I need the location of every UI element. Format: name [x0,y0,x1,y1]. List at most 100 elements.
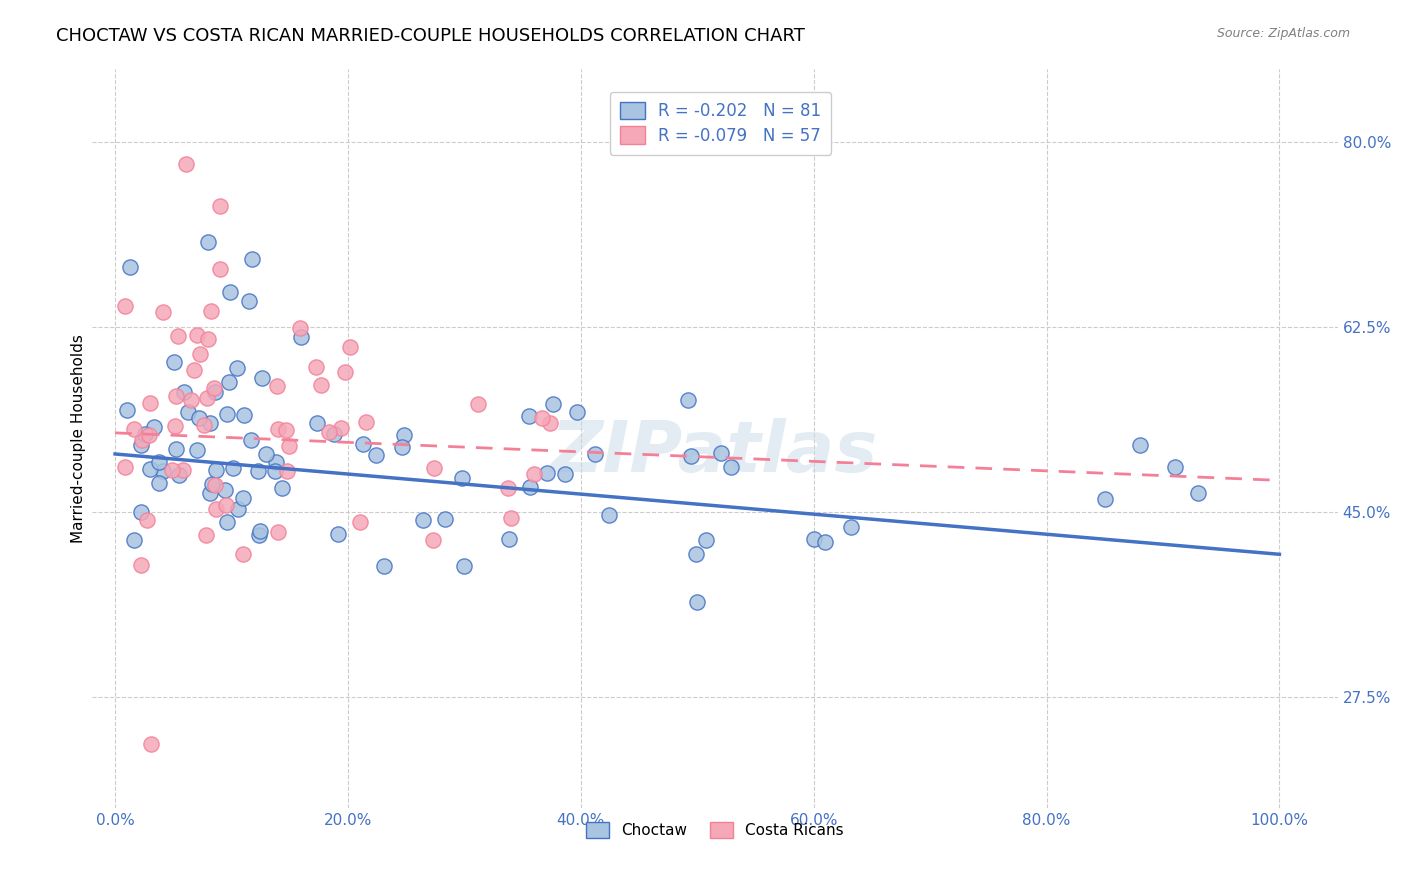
Costa Ricans [499,511,522,525]
Costa Ricans [318,425,340,439]
Choctaw [187,411,209,425]
Costa Ricans [538,417,561,431]
Choctaw [246,464,269,478]
Costa Ricans [193,418,215,433]
Choctaw [498,532,520,546]
Choctaw [541,397,564,411]
Costa Ricans [129,558,152,572]
Costa Ricans [267,524,290,539]
Costa Ricans [531,411,554,425]
Choctaw [131,438,153,452]
Choctaw [453,558,475,573]
Choctaw [214,483,236,497]
Choctaw [134,426,156,441]
Choctaw [148,455,170,469]
Choctaw [352,437,374,451]
Choctaw [322,426,344,441]
Choctaw [266,455,288,469]
Choctaw [720,459,742,474]
Costa Ricans [152,305,174,319]
Choctaw [238,294,260,309]
Choctaw [676,392,699,407]
Costa Ricans [172,462,194,476]
Choctaw [1094,491,1116,506]
Costa Ricans [335,365,357,379]
Costa Ricans [139,738,162,752]
Choctaw [1187,485,1209,500]
Choctaw [218,375,240,389]
Choctaw [200,486,222,500]
Choctaw [364,448,387,462]
Choctaw [695,533,717,547]
Costa Ricans [422,533,444,548]
Costa Ricans [190,347,212,361]
Choctaw [271,482,294,496]
Costa Ricans [309,378,332,392]
Choctaw [228,502,250,516]
Choctaw [197,235,219,249]
Costa Ricans [131,433,153,447]
Choctaw [305,416,328,430]
Choctaw [290,330,312,344]
Choctaw [117,402,139,417]
Choctaw [165,442,187,457]
Choctaw [434,512,457,526]
Choctaw [233,409,256,423]
Choctaw [254,447,277,461]
Costa Ricans [204,478,226,492]
Text: ZIPatlas: ZIPatlas [551,418,879,487]
Costa Ricans [174,156,197,170]
Choctaw [1163,459,1185,474]
Choctaw [247,528,270,542]
Choctaw [205,463,228,477]
Costa Ricans [339,340,361,354]
Choctaw [225,360,247,375]
Costa Ricans [349,515,371,529]
Costa Ricans [139,396,162,410]
Costa Ricans [136,513,159,527]
Choctaw [129,506,152,520]
Choctaw [686,595,709,609]
Choctaw [263,464,285,478]
Costa Ricans [304,359,326,374]
Choctaw [232,491,254,505]
Costa Ricans [195,528,218,542]
Choctaw [222,460,245,475]
Choctaw [536,466,558,480]
Choctaw [519,480,541,494]
Choctaw [120,260,142,275]
Costa Ricans [122,421,145,435]
Choctaw [554,467,576,482]
Costa Ricans [496,481,519,495]
Choctaw [1129,438,1152,452]
Choctaw [392,427,415,442]
Choctaw [239,434,262,448]
Choctaw [201,477,224,491]
Choctaw [173,384,195,399]
Costa Ricans [167,329,190,343]
Choctaw [200,416,222,430]
Costa Ricans [165,418,187,433]
Costa Ricans [202,381,225,395]
Choctaw [567,405,589,419]
Costa Ricans [266,378,288,392]
Costa Ricans [232,547,254,561]
Choctaw [250,371,273,385]
Choctaw [176,405,198,419]
Costa Ricans [423,460,446,475]
Costa Ricans [354,415,377,429]
Costa Ricans [160,462,183,476]
Choctaw [326,526,349,541]
Costa Ricans [467,397,489,411]
Choctaw [219,285,242,299]
Y-axis label: Married-couple Households: Married-couple Households [72,334,86,542]
Choctaw [709,446,731,460]
Choctaw [391,440,413,454]
Text: CHOCTAW VS COSTA RICAN MARRIED-COUPLE HOUSEHOLDS CORRELATION CHART: CHOCTAW VS COSTA RICAN MARRIED-COUPLE HO… [56,27,806,45]
Costa Ricans [138,428,160,442]
Choctaw [163,354,186,368]
Legend: Choctaw, Costa Ricans: Choctaw, Costa Ricans [579,816,849,845]
Costa Ricans [274,423,297,437]
Costa Ricans [208,262,231,277]
Choctaw [249,524,271,538]
